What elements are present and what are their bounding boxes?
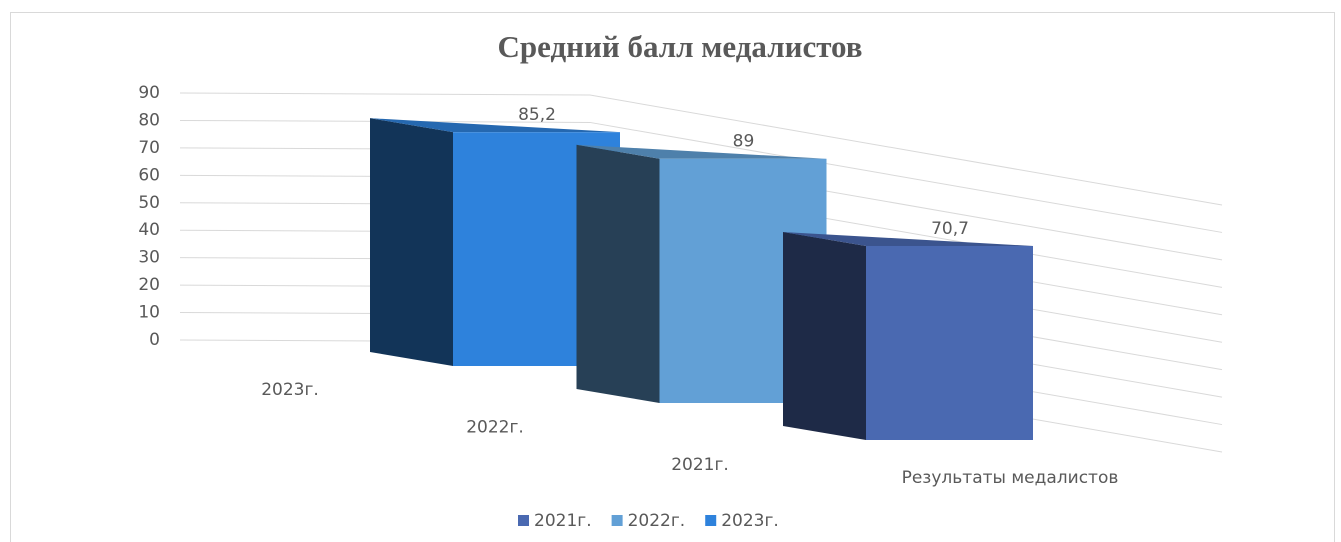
y-tick-label: 60 xyxy=(138,165,160,185)
data-label: 89 xyxy=(733,132,755,152)
y-tick-label: 50 xyxy=(138,193,160,213)
bar-top xyxy=(783,231,1033,246)
y-tick-label: 40 xyxy=(138,220,160,240)
data-label: 70,7 xyxy=(931,219,969,239)
legend-label: 2021г. xyxy=(534,511,592,531)
x-tick-label: Результаты медалистов xyxy=(902,468,1119,488)
y-tick-label: 70 xyxy=(138,138,160,158)
y-tick-label: 0 xyxy=(149,330,160,350)
legend-label: 2022г. xyxy=(628,511,686,531)
grid-line xyxy=(179,92,1223,206)
data-label: 85,2 xyxy=(518,105,556,125)
y-tick-label: 80 xyxy=(138,110,160,130)
chart-title: Средний балл медалистов xyxy=(497,29,862,64)
depth-axis-label: 2022г. xyxy=(466,418,524,438)
bar xyxy=(866,245,1033,440)
legend-swatch xyxy=(611,515,623,526)
y-tick-label: 30 xyxy=(138,248,160,268)
y-tick-label: 20 xyxy=(138,275,160,295)
bar-side xyxy=(783,231,866,440)
bar-top xyxy=(576,144,827,159)
bar-top xyxy=(370,118,620,133)
depth-axis-label: 2021г. xyxy=(671,455,729,475)
y-tick-label: 90 xyxy=(138,83,160,103)
bar-side xyxy=(370,118,453,366)
legend-swatch xyxy=(705,515,717,526)
legend-swatch xyxy=(518,515,529,526)
grid-line xyxy=(179,119,1223,233)
legend-label: 2023г. xyxy=(721,511,779,531)
y-tick-label: 10 xyxy=(138,303,160,323)
bar-side xyxy=(576,144,660,403)
depth-axis-label: 2023г. xyxy=(261,380,319,400)
